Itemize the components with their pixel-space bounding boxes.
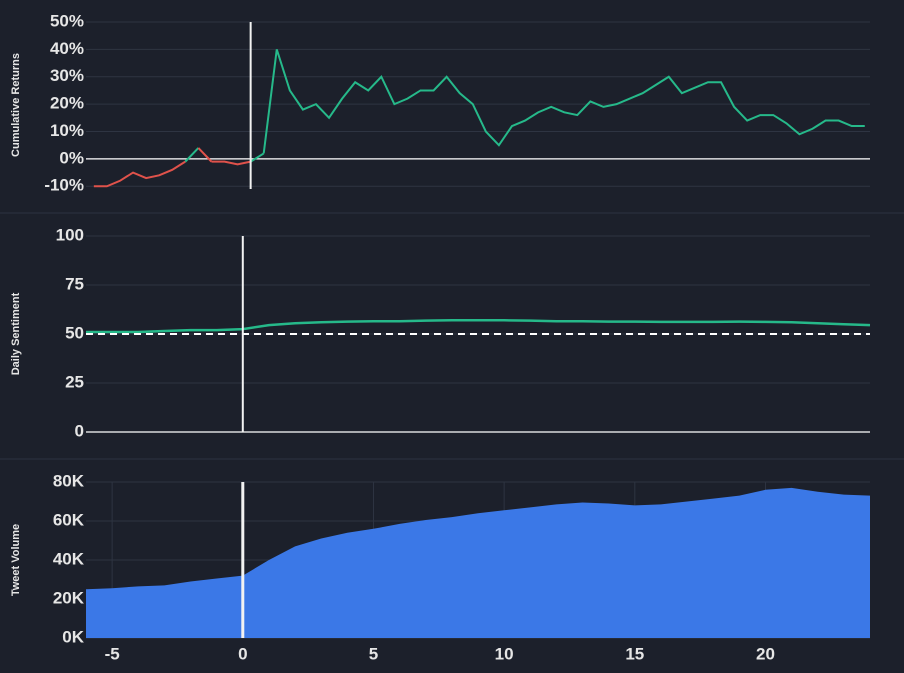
- y-axis-label: Tweet Volume: [10, 524, 22, 596]
- return-line: [262, 49, 865, 154]
- y-tick-label: 0%: [59, 148, 84, 167]
- x-tick-label: -5: [105, 644, 120, 663]
- y-tick-label: 75: [65, 274, 84, 293]
- y-tick-label: 50%: [50, 11, 84, 30]
- line-connector: [184, 147, 200, 163]
- line-connector: [250, 152, 265, 163]
- y-tick-label: 0K: [62, 627, 84, 646]
- y-tick-label: 40%: [50, 39, 84, 58]
- y-tick-label: 20K: [53, 588, 85, 607]
- line-connector: [197, 147, 213, 163]
- y-tick-label: 50: [65, 323, 84, 342]
- y-axis-label: Cumulative Returns: [10, 53, 22, 157]
- x-tick-label: 5: [369, 644, 378, 663]
- y-tick-label: 20%: [50, 94, 84, 113]
- y-tick-label: -10%: [44, 176, 84, 195]
- return-line: [211, 160, 251, 166]
- y-axis-label: Daily Sentiment: [10, 292, 22, 375]
- sentiment-line: [86, 319, 871, 334]
- return-line: [93, 160, 186, 188]
- x-tick-label: 0: [238, 644, 247, 663]
- y-tick-label: 40K: [53, 549, 85, 568]
- y-tick-label: 25: [65, 372, 84, 391]
- x-tick-label: 20: [756, 644, 775, 663]
- y-tick-label: 0: [75, 421, 84, 440]
- y-tick-label: 60K: [53, 510, 85, 529]
- y-tick-label: 10%: [50, 121, 84, 140]
- y-tick-label: 100: [56, 225, 84, 244]
- volume-area: [86, 487, 870, 638]
- x-tick-label: 10: [495, 644, 514, 663]
- x-tick-label: 15: [625, 644, 644, 663]
- y-tick-label: 30%: [50, 66, 84, 85]
- y-tick-label: 80K: [53, 471, 85, 490]
